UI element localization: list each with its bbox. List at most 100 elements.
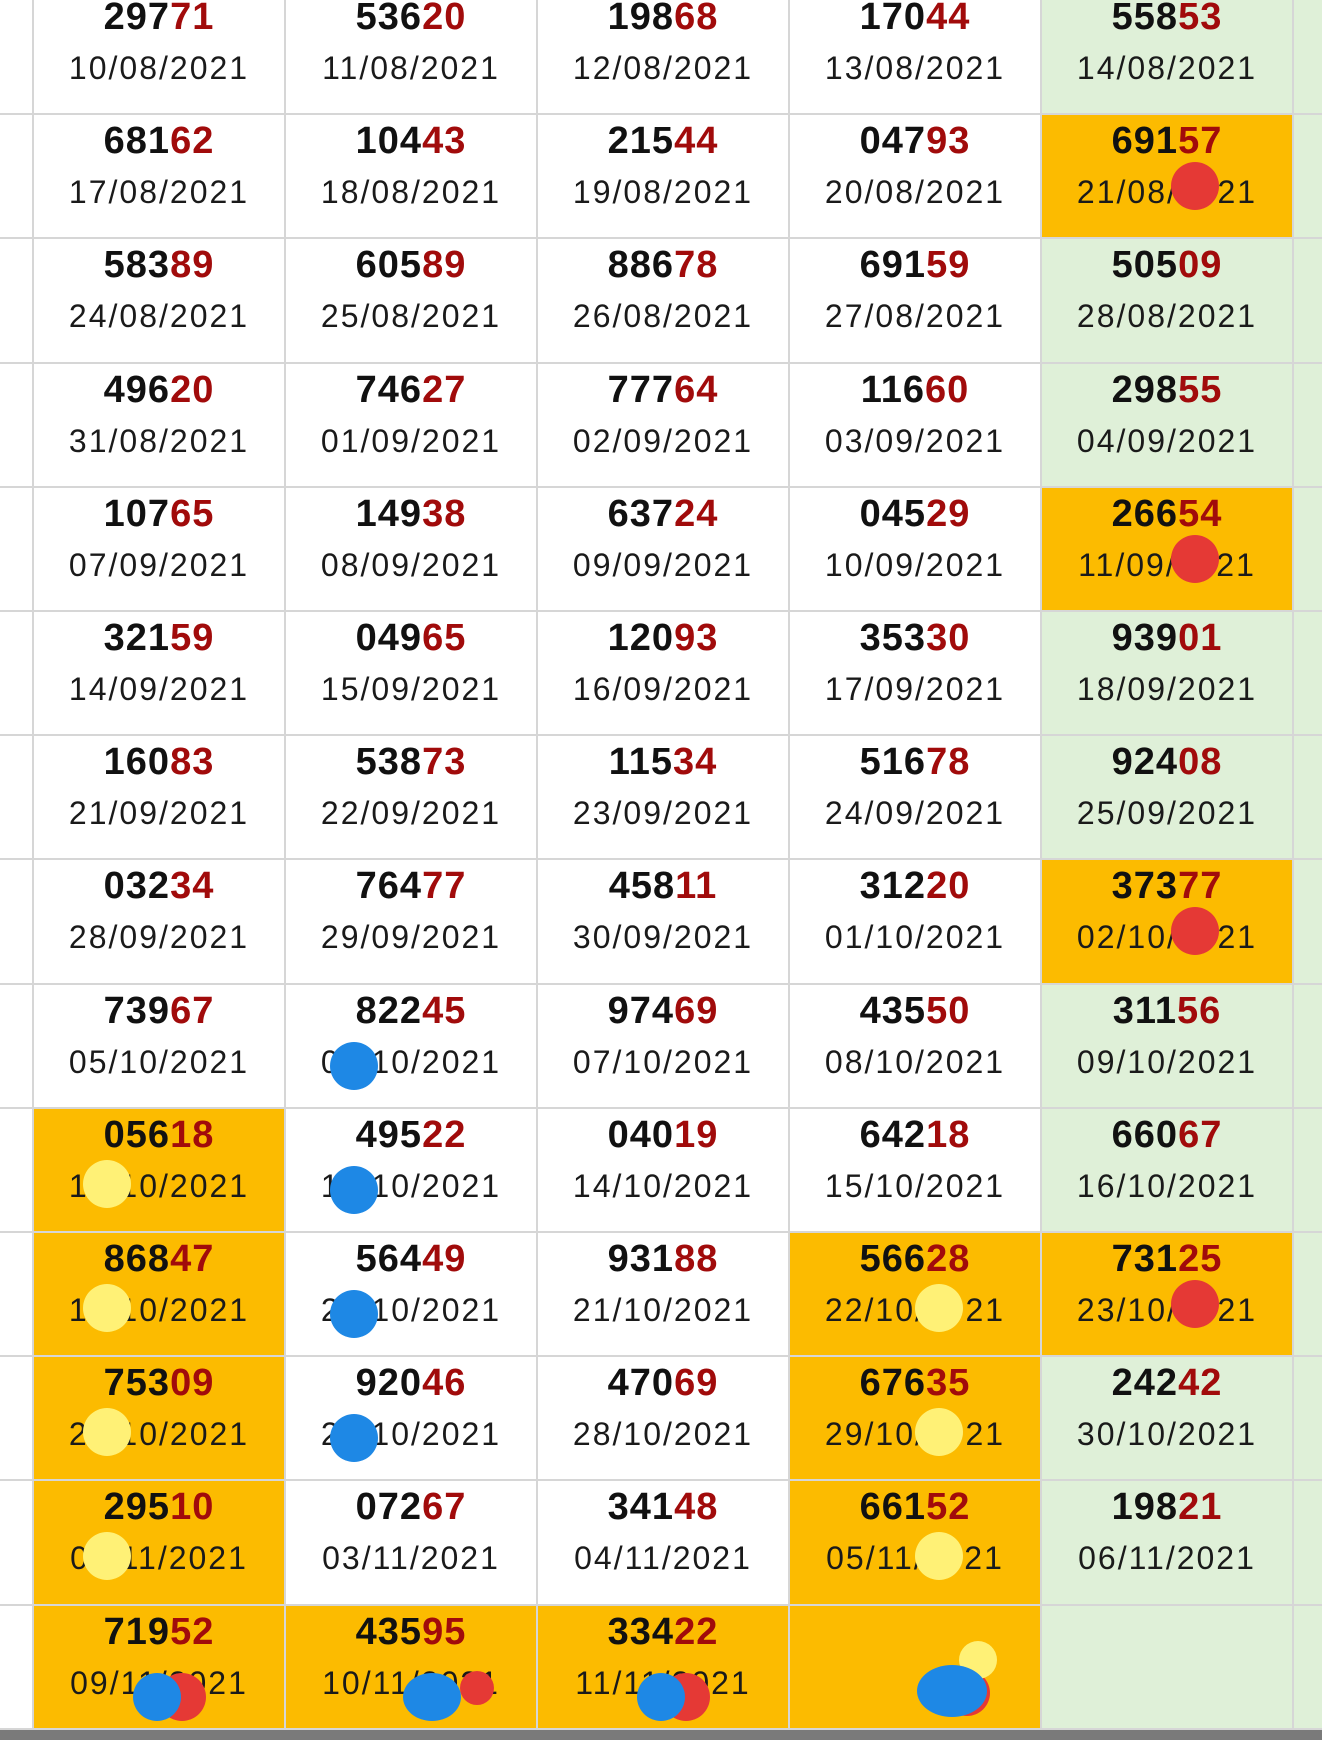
result-cell[interactable]: 7195209/11/2021 xyxy=(33,1604,285,1729)
result-cell[interactable]: 56628 22/10/2021 xyxy=(789,1232,1041,1357)
result-cell[interactable]: 29771 10/08/2021 xyxy=(33,0,285,115)
result-cell[interactable]: 35330 17/09/2021 xyxy=(789,611,1041,736)
result-cell[interactable]: 67635 29/10/2021 xyxy=(789,1356,1041,1481)
result-cell[interactable]: 64218 15/10/2021 xyxy=(789,1107,1041,1232)
result-cell[interactable]: 37377 02/10/2021 xyxy=(1041,859,1293,984)
result-cell[interactable]: 97469 07/10/2021 xyxy=(537,983,789,1108)
result-cell[interactable]: 26654 11/09/2021 xyxy=(1041,486,1293,611)
number-suffix: 67 xyxy=(170,989,215,1032)
result-cell[interactable]: 17044 13/08/2021 xyxy=(789,0,1041,115)
result-cell[interactable]: 88678 26/08/2021 xyxy=(537,238,789,363)
result-cell[interactable]: 3342211/11/2021 xyxy=(537,1604,789,1729)
result-cell[interactable]: 63724 09/09/2021 xyxy=(537,486,789,611)
number-prefix: 321 xyxy=(103,617,171,659)
result-cell[interactable] xyxy=(1041,1604,1293,1729)
result-cell[interactable]: 4359510/11/2021 xyxy=(285,1604,537,1729)
result-cell[interactable]: 05618 12/10/2021 xyxy=(33,1107,285,1232)
result-cell[interactable]: 53620 11/08/2021 xyxy=(285,0,537,115)
result-cell[interactable]: 55853 14/08/2021 xyxy=(1041,0,1293,115)
result-number: 12093 xyxy=(537,617,789,660)
result-cell[interactable]: 29510 02/11/2021 xyxy=(33,1480,285,1605)
number-prefix: 107 xyxy=(103,492,171,535)
result-cell[interactable]: 69159 27/08/2021 xyxy=(789,238,1041,363)
number-suffix: 21 xyxy=(1178,1486,1223,1529)
number-prefix: 470 xyxy=(607,1362,675,1405)
result-number: 33422 xyxy=(537,1611,789,1654)
result-cell[interactable]: 76477 29/09/2021 xyxy=(285,859,537,984)
result-cell[interactable]: 07267 03/11/2021 xyxy=(285,1480,537,1605)
result-cell[interactable]: 19868 12/08/2021 xyxy=(537,0,789,115)
result-cell[interactable]: 73125 23/10/2021 xyxy=(1041,1232,1293,1357)
result-cell[interactable]: 04529 10/09/2021 xyxy=(789,486,1041,611)
result-cell[interactable]: 11660 03/09/2021 xyxy=(789,362,1041,487)
result-date: 27/08/2021 xyxy=(824,298,1006,335)
number-prefix: 040 xyxy=(607,1113,675,1156)
yellow-marker-dot xyxy=(915,1284,963,1332)
number-prefix: 746 xyxy=(355,368,423,411)
result-number: 68162 xyxy=(33,120,285,163)
result-cell[interactable]: 10443 18/08/2021 xyxy=(285,114,537,239)
result-cell[interactable]: 19821 06/11/2021 xyxy=(1041,1480,1293,1605)
number-suffix: 10 xyxy=(170,1486,215,1529)
number-suffix: 18 xyxy=(170,1113,215,1156)
number-prefix: 564 xyxy=(355,1238,423,1280)
result-cell[interactable]: 12093 16/09/2021 xyxy=(537,611,789,736)
result-cell[interactable]: 31220 01/10/2021 xyxy=(789,859,1041,984)
result-cell[interactable]: 49620 31/08/2021 xyxy=(33,362,285,487)
yellow-marker-dot xyxy=(83,1532,131,1581)
result-cell[interactable]: 77764 02/09/2021 xyxy=(537,362,789,487)
result-cell[interactable]: 04965 15/09/2021 xyxy=(285,611,537,736)
number-prefix: 538 xyxy=(355,741,423,784)
result-cell[interactable]: 86847 19/10/2021 xyxy=(33,1232,285,1357)
number-suffix: 60 xyxy=(925,368,970,411)
result-date: 02/09/2021 xyxy=(572,422,754,459)
result-cell[interactable]: 92046 27/10/2021 xyxy=(285,1356,537,1481)
number-suffix: 78 xyxy=(926,741,971,784)
result-cell[interactable]: 10765 07/09/2021 xyxy=(33,486,285,611)
result-cell[interactable]: 43550 08/10/2021 xyxy=(789,983,1041,1108)
result-cell[interactable]: 16083 21/09/2021 xyxy=(33,735,285,860)
result-cell[interactable]: 56449 20/10/2021 xyxy=(285,1232,537,1357)
result-cell[interactable]: 31156 09/10/2021 xyxy=(1041,983,1293,1108)
result-cell[interactable]: 60589 25/08/2021 xyxy=(285,238,537,363)
result-cell[interactable]: 53873 22/09/2021 xyxy=(285,735,537,860)
result-cell[interactable]: 49522 13/10/2021 xyxy=(285,1107,537,1232)
result-cell[interactable]: 51678 24/09/2021 xyxy=(789,735,1041,860)
result-cell[interactable]: 92408 25/09/2021 xyxy=(1041,735,1293,860)
result-cell[interactable]: 50509 28/08/2021 xyxy=(1041,238,1293,363)
result-cell[interactable]: 11534 23/09/2021 xyxy=(537,735,789,860)
result-cell[interactable]: 93188 21/10/2021 xyxy=(537,1232,789,1357)
result-date: 11/08/2021 xyxy=(322,50,500,86)
result-cell[interactable]: 21544 19/08/2021 xyxy=(537,114,789,239)
result-cell[interactable]: 45811 30/09/2021 xyxy=(537,859,789,984)
result-number: 66067 xyxy=(1041,1114,1293,1157)
result-cell[interactable]: 93901 18/09/2021 xyxy=(1041,611,1293,736)
result-cell[interactable]: 58389 24/08/2021 xyxy=(33,238,285,363)
result-cell[interactable]: 34148 04/11/2021 xyxy=(537,1480,789,1605)
result-number: 29510 xyxy=(33,1486,285,1529)
result-cell[interactable]: 14938 08/09/2021 xyxy=(285,486,537,611)
result-cell[interactable]: 24242 30/10/2021 xyxy=(1041,1356,1293,1481)
result-cell[interactable]: 32159 14/09/2021 xyxy=(33,611,285,736)
result-cell[interactable]: 47069 28/10/2021 xyxy=(537,1356,789,1481)
result-cell[interactable]: 68162 17/08/2021 xyxy=(33,114,285,239)
result-cell[interactable]: 75309 26/10/2021 xyxy=(33,1356,285,1481)
result-cell[interactable]: 03234 28/09/2021 xyxy=(33,859,285,984)
number-prefix: 886 xyxy=(607,244,675,287)
result-cell[interactable]: 29855 04/09/2021 xyxy=(1041,362,1293,487)
column-divider xyxy=(284,0,286,1736)
number-prefix: 104 xyxy=(355,120,423,163)
result-cell[interactable]: 73967 05/10/2021 xyxy=(33,983,285,1108)
number-suffix: 19 xyxy=(674,1113,719,1156)
result-cell[interactable]: 66067 16/10/2021 xyxy=(1041,1107,1293,1232)
number-suffix: 67 xyxy=(1178,1113,1223,1156)
yellow-marker-dot xyxy=(83,1408,131,1457)
result-cell[interactable] xyxy=(789,1604,1041,1729)
result-cell[interactable]: 04019 14/10/2021 xyxy=(537,1107,789,1232)
result-cell[interactable]: 04793 20/08/2021 xyxy=(789,114,1041,239)
result-cell[interactable]: 74627 01/09/2021 xyxy=(285,362,537,487)
yellow-marker-dot xyxy=(83,1159,131,1208)
result-cell[interactable]: 82245 06/10/2021 xyxy=(285,983,537,1108)
result-cell[interactable]: 66152 05/11/2021 xyxy=(789,1480,1041,1605)
result-cell[interactable]: 69157 21/08/2021 xyxy=(1041,114,1293,239)
